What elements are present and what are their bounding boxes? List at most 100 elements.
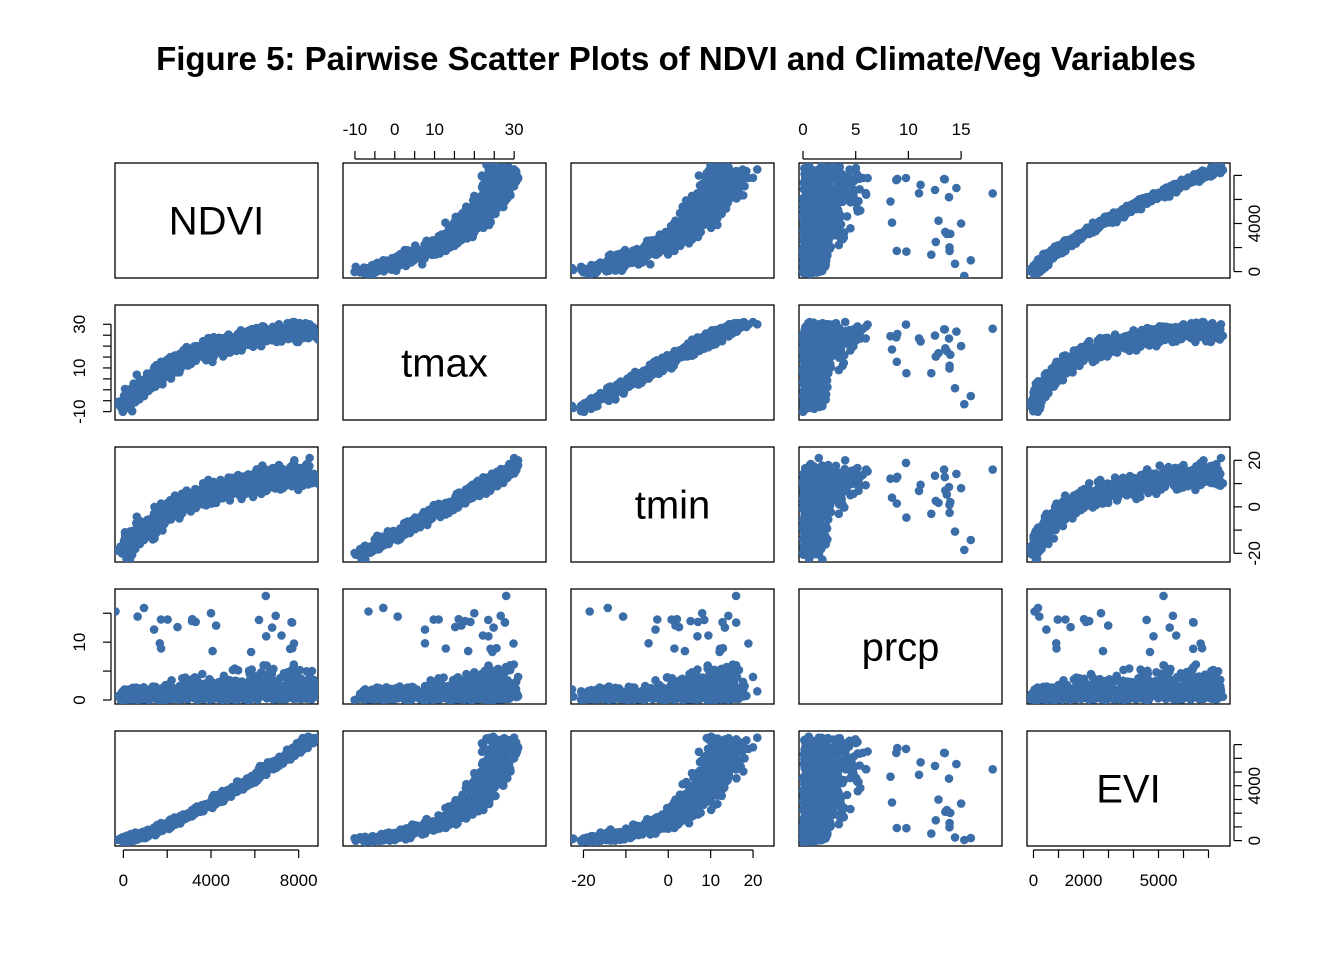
data-point (646, 260, 655, 269)
data-point (153, 363, 162, 373)
data-point (426, 240, 435, 250)
data-point (846, 198, 855, 207)
data-point (229, 342, 238, 351)
data-point (851, 163, 861, 173)
data-point (668, 232, 677, 241)
data-point (1119, 207, 1128, 216)
data-point (509, 181, 519, 191)
data-point (304, 330, 314, 340)
data-point (838, 197, 847, 207)
data-point (580, 264, 589, 274)
data-point (734, 170, 744, 180)
data-point (944, 192, 954, 202)
data-point (402, 249, 412, 258)
data-point (698, 195, 707, 205)
panel-frame (114, 304, 319, 421)
panel-tmax-vs-tmax: tmax (342, 304, 547, 421)
data-point (481, 214, 491, 224)
data-point (847, 179, 856, 188)
data-point (818, 266, 827, 276)
data-point (358, 266, 368, 275)
data-point (697, 219, 707, 228)
data-point (742, 166, 751, 176)
data-point (228, 333, 238, 342)
data-point (960, 271, 969, 278)
data-point (945, 246, 954, 256)
data-point (679, 231, 689, 241)
data-point (815, 202, 825, 212)
point-cloud (350, 163, 523, 278)
data-point (820, 249, 830, 258)
data-point (182, 354, 192, 364)
data-point (470, 219, 479, 228)
data-point (694, 171, 704, 180)
data-point (618, 252, 627, 261)
point-cloud (571, 317, 762, 417)
data-point (710, 333, 720, 342)
data-point (823, 241, 832, 250)
data-point (630, 378, 639, 388)
data-point (693, 344, 703, 353)
data-point (966, 255, 976, 265)
data-point (892, 357, 902, 367)
data-point (685, 224, 694, 233)
data-point (1096, 219, 1106, 228)
data-point (262, 336, 272, 346)
panel-ndvi-vs-tmin (570, 162, 775, 279)
data-point (892, 333, 901, 342)
panel-ndvi-vs-prcp (798, 162, 1003, 279)
data-point (804, 214, 813, 223)
data-point (608, 257, 618, 267)
data-point (497, 198, 507, 208)
data-point (413, 244, 422, 254)
data-point (800, 226, 809, 236)
panel-frame (1026, 162, 1231, 279)
data-point (740, 320, 749, 329)
data-point (823, 206, 832, 216)
data-point (305, 320, 314, 329)
data-point (608, 392, 618, 401)
data-point (814, 221, 823, 230)
data-point (804, 165, 814, 175)
data-point (1139, 198, 1148, 208)
data-point (1131, 198, 1141, 207)
data-point (509, 165, 519, 174)
data-point (840, 173, 850, 183)
data-point (267, 331, 277, 340)
data-point (1081, 227, 1091, 237)
data-point (290, 317, 299, 327)
data-point (430, 248, 440, 258)
data-point (801, 233, 811, 243)
data-point (807, 220, 817, 230)
point-cloud (1027, 163, 1228, 278)
data-point (804, 318, 813, 328)
data-point (927, 368, 936, 378)
data-point (261, 324, 271, 334)
data-point (313, 335, 318, 344)
data-point (902, 247, 911, 256)
data-point (934, 216, 943, 225)
panel-ndvi-vs-ndvi: NDVI (114, 162, 319, 279)
data-point (208, 357, 217, 367)
data-point (274, 320, 284, 329)
data-point (814, 240, 823, 250)
data-point (988, 189, 997, 198)
point-cloud (799, 163, 997, 278)
panel-frame (798, 162, 1003, 279)
data-point (887, 345, 897, 354)
panel-frame (342, 162, 547, 279)
data-point (639, 367, 649, 377)
data-point (218, 347, 228, 357)
data-point (479, 188, 488, 198)
data-point (823, 171, 833, 180)
data-point (602, 390, 611, 400)
data-point (753, 320, 762, 329)
data-point (945, 361, 954, 371)
data-point (461, 233, 471, 243)
data-point (625, 254, 634, 264)
data-point (587, 266, 597, 275)
data-point (944, 334, 954, 343)
data-point (571, 265, 578, 275)
data-point (191, 344, 200, 353)
data-point (849, 191, 858, 201)
